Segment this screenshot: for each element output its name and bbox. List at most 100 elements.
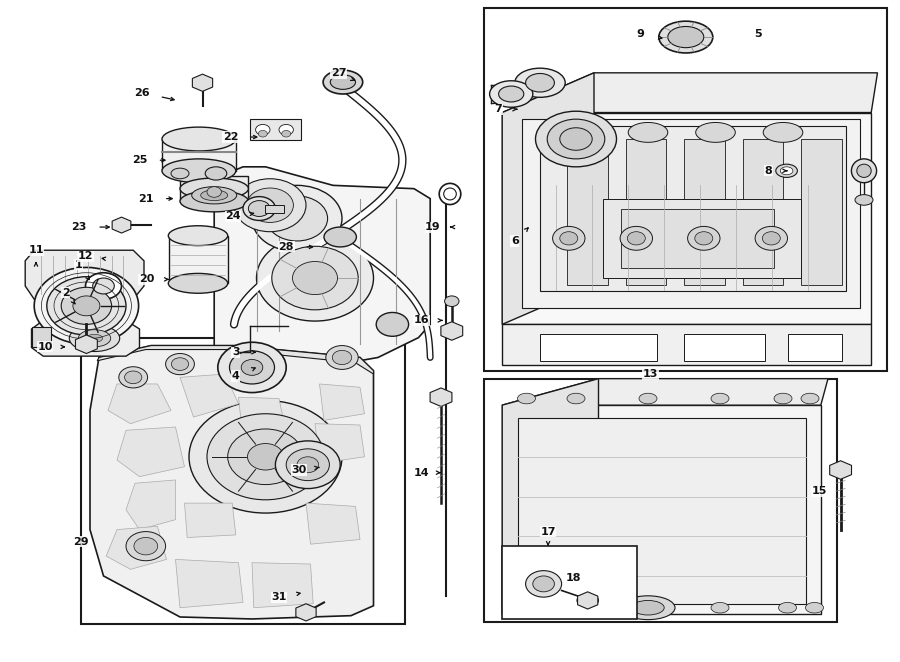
Polygon shape — [25, 250, 144, 299]
Polygon shape — [502, 405, 821, 614]
Text: 15: 15 — [811, 486, 827, 496]
Ellipse shape — [61, 287, 112, 324]
Bar — [81, 338, 405, 624]
Ellipse shape — [855, 195, 873, 205]
Ellipse shape — [508, 602, 526, 613]
Ellipse shape — [282, 130, 291, 137]
Polygon shape — [430, 388, 452, 406]
Ellipse shape — [581, 596, 594, 604]
Polygon shape — [578, 592, 598, 609]
Ellipse shape — [171, 357, 189, 371]
Ellipse shape — [218, 342, 286, 393]
Text: 24: 24 — [225, 211, 241, 222]
Polygon shape — [176, 559, 243, 608]
Ellipse shape — [518, 393, 536, 404]
Ellipse shape — [228, 429, 303, 485]
Ellipse shape — [258, 130, 267, 137]
Polygon shape — [238, 397, 284, 422]
Bar — [518, 418, 806, 604]
Ellipse shape — [256, 124, 270, 135]
Ellipse shape — [207, 187, 221, 197]
Text: 20: 20 — [139, 274, 155, 285]
Polygon shape — [502, 113, 871, 324]
Ellipse shape — [628, 122, 668, 142]
Polygon shape — [502, 73, 878, 113]
Ellipse shape — [323, 70, 363, 94]
Ellipse shape — [192, 187, 237, 204]
Text: 31: 31 — [271, 592, 287, 602]
Polygon shape — [108, 384, 171, 424]
Polygon shape — [97, 346, 374, 374]
Ellipse shape — [272, 246, 358, 310]
Ellipse shape — [801, 393, 819, 404]
Polygon shape — [214, 167, 430, 430]
Ellipse shape — [171, 168, 189, 179]
Ellipse shape — [243, 197, 275, 220]
Polygon shape — [252, 563, 313, 608]
Ellipse shape — [86, 334, 103, 342]
Polygon shape — [315, 424, 365, 463]
Ellipse shape — [241, 359, 263, 375]
Ellipse shape — [180, 178, 248, 199]
Ellipse shape — [252, 185, 342, 252]
Ellipse shape — [567, 393, 585, 404]
Text: 27: 27 — [330, 68, 346, 79]
Polygon shape — [830, 461, 851, 479]
Text: 14: 14 — [413, 467, 429, 478]
Text: 17: 17 — [540, 526, 556, 537]
Ellipse shape — [207, 414, 324, 500]
Ellipse shape — [256, 235, 374, 321]
Polygon shape — [502, 324, 871, 365]
Ellipse shape — [168, 273, 228, 293]
Ellipse shape — [806, 602, 824, 613]
Ellipse shape — [621, 596, 675, 620]
Ellipse shape — [180, 191, 248, 212]
Text: 29: 29 — [73, 536, 89, 547]
Ellipse shape — [162, 159, 236, 183]
Ellipse shape — [526, 571, 562, 597]
Text: 4: 4 — [232, 371, 239, 381]
Ellipse shape — [668, 26, 704, 48]
Ellipse shape — [774, 393, 792, 404]
Ellipse shape — [851, 159, 877, 183]
Ellipse shape — [34, 267, 139, 344]
Bar — [621, 209, 774, 268]
Text: 3: 3 — [232, 347, 239, 357]
Text: 23: 23 — [71, 222, 87, 232]
Ellipse shape — [166, 354, 194, 375]
Polygon shape — [540, 126, 846, 291]
Ellipse shape — [119, 367, 148, 388]
Ellipse shape — [266, 196, 328, 241]
Polygon shape — [184, 503, 236, 538]
Ellipse shape — [324, 227, 356, 247]
Polygon shape — [502, 73, 594, 324]
Bar — [742, 139, 783, 285]
Ellipse shape — [326, 346, 358, 369]
Text: 6: 6 — [511, 236, 518, 246]
Ellipse shape — [69, 325, 120, 352]
Ellipse shape — [515, 68, 565, 97]
Ellipse shape — [533, 576, 554, 592]
Ellipse shape — [639, 393, 657, 404]
Ellipse shape — [711, 602, 729, 613]
Ellipse shape — [553, 226, 585, 250]
Ellipse shape — [47, 277, 126, 335]
Ellipse shape — [332, 350, 352, 365]
Polygon shape — [76, 335, 97, 354]
Ellipse shape — [275, 441, 340, 489]
Bar — [502, 546, 637, 619]
Bar — [265, 205, 284, 213]
Polygon shape — [126, 480, 176, 530]
Polygon shape — [117, 427, 184, 477]
Polygon shape — [296, 604, 316, 621]
Bar — [484, 8, 887, 371]
Polygon shape — [193, 74, 212, 91]
Ellipse shape — [444, 188, 456, 200]
Text: 16: 16 — [413, 315, 429, 326]
Polygon shape — [32, 320, 140, 356]
Ellipse shape — [560, 128, 592, 150]
Bar — [684, 139, 724, 285]
Ellipse shape — [124, 371, 142, 384]
Bar — [32, 327, 51, 347]
Polygon shape — [502, 379, 828, 405]
